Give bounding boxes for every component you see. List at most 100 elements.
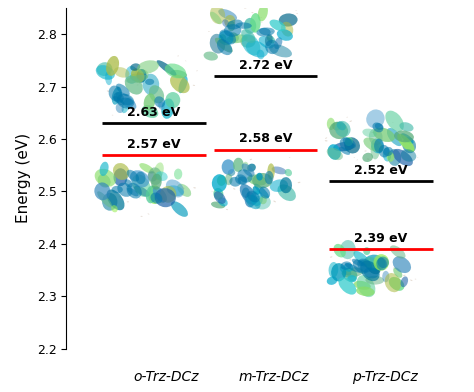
Ellipse shape	[340, 137, 353, 151]
Ellipse shape	[142, 105, 158, 118]
Ellipse shape	[359, 260, 370, 267]
Ellipse shape	[219, 29, 236, 44]
Ellipse shape	[234, 23, 236, 24]
Text: 2.72 eV: 2.72 eV	[239, 59, 292, 72]
Ellipse shape	[155, 188, 176, 207]
Ellipse shape	[383, 152, 384, 153]
Ellipse shape	[389, 277, 404, 291]
Ellipse shape	[360, 261, 380, 281]
Ellipse shape	[96, 65, 115, 80]
Ellipse shape	[357, 262, 359, 263]
Ellipse shape	[383, 148, 391, 162]
Ellipse shape	[98, 174, 110, 187]
Ellipse shape	[392, 122, 393, 123]
Ellipse shape	[367, 158, 369, 160]
Ellipse shape	[371, 138, 384, 153]
Ellipse shape	[271, 31, 273, 32]
Text: o-Trz-DCz: o-Trz-DCz	[133, 370, 199, 384]
Ellipse shape	[274, 37, 283, 49]
Ellipse shape	[390, 245, 406, 259]
Text: 2.57 eV: 2.57 eV	[127, 138, 181, 151]
Ellipse shape	[260, 196, 267, 204]
Ellipse shape	[386, 152, 394, 162]
Ellipse shape	[260, 17, 262, 18]
Ellipse shape	[243, 162, 249, 172]
Ellipse shape	[273, 201, 276, 202]
Text: 2.63 eV: 2.63 eV	[128, 106, 181, 119]
Ellipse shape	[259, 28, 271, 35]
Ellipse shape	[177, 184, 191, 197]
Ellipse shape	[236, 22, 252, 29]
Ellipse shape	[226, 34, 247, 43]
Ellipse shape	[270, 20, 286, 31]
Ellipse shape	[117, 183, 133, 197]
Ellipse shape	[252, 173, 273, 188]
Ellipse shape	[225, 174, 233, 185]
Ellipse shape	[151, 174, 162, 190]
Ellipse shape	[212, 174, 227, 192]
Ellipse shape	[97, 191, 112, 208]
Ellipse shape	[279, 13, 298, 27]
Ellipse shape	[139, 163, 154, 174]
Ellipse shape	[339, 147, 350, 155]
Ellipse shape	[357, 259, 372, 272]
Ellipse shape	[217, 39, 232, 55]
Ellipse shape	[247, 174, 267, 186]
Ellipse shape	[113, 92, 124, 103]
Ellipse shape	[267, 163, 275, 180]
Ellipse shape	[373, 127, 395, 142]
Ellipse shape	[373, 122, 383, 132]
Ellipse shape	[327, 276, 337, 285]
Ellipse shape	[329, 122, 348, 139]
Ellipse shape	[165, 92, 180, 108]
Ellipse shape	[364, 287, 365, 288]
Ellipse shape	[222, 159, 235, 175]
Ellipse shape	[134, 186, 150, 197]
Ellipse shape	[193, 85, 195, 86]
Ellipse shape	[213, 188, 223, 200]
Ellipse shape	[394, 131, 414, 142]
Ellipse shape	[219, 31, 234, 45]
Ellipse shape	[338, 278, 356, 295]
Ellipse shape	[364, 257, 379, 269]
Text: m-Trz-DCz: m-Trz-DCz	[238, 370, 309, 384]
Ellipse shape	[165, 64, 186, 78]
Ellipse shape	[226, 209, 228, 210]
Ellipse shape	[235, 174, 247, 185]
Ellipse shape	[251, 12, 254, 13]
Ellipse shape	[385, 111, 404, 132]
Ellipse shape	[257, 50, 264, 59]
Ellipse shape	[134, 69, 148, 80]
Ellipse shape	[246, 41, 268, 58]
Ellipse shape	[140, 216, 143, 217]
Ellipse shape	[340, 240, 356, 259]
Ellipse shape	[237, 176, 247, 185]
Ellipse shape	[161, 98, 174, 119]
Ellipse shape	[137, 69, 146, 83]
Ellipse shape	[119, 196, 121, 197]
Ellipse shape	[295, 10, 297, 11]
Ellipse shape	[139, 83, 140, 84]
Ellipse shape	[375, 123, 383, 130]
Ellipse shape	[218, 197, 228, 207]
Ellipse shape	[233, 158, 244, 172]
Ellipse shape	[250, 159, 252, 160]
Ellipse shape	[354, 281, 371, 290]
Ellipse shape	[143, 74, 159, 95]
Ellipse shape	[340, 266, 351, 276]
Ellipse shape	[97, 62, 112, 76]
Ellipse shape	[392, 256, 411, 273]
Ellipse shape	[388, 149, 401, 166]
Ellipse shape	[265, 40, 279, 54]
Ellipse shape	[328, 144, 341, 160]
Ellipse shape	[211, 191, 213, 192]
Ellipse shape	[272, 167, 286, 174]
Ellipse shape	[155, 171, 168, 181]
Ellipse shape	[342, 268, 357, 282]
Ellipse shape	[400, 122, 413, 132]
Ellipse shape	[167, 185, 184, 196]
Ellipse shape	[376, 258, 387, 270]
Ellipse shape	[393, 267, 402, 278]
Ellipse shape	[331, 263, 346, 281]
Ellipse shape	[130, 170, 149, 187]
